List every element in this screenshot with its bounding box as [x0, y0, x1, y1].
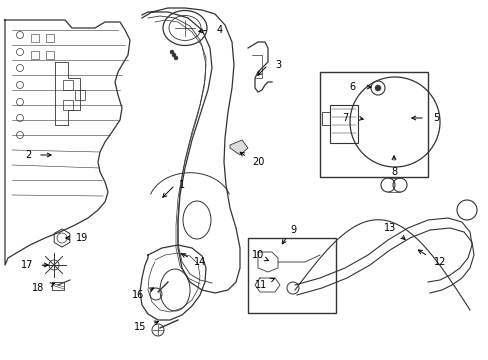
Text: 7: 7: [341, 113, 347, 123]
Text: 4: 4: [217, 25, 223, 35]
Text: 16: 16: [132, 290, 144, 300]
Bar: [319, 72, 427, 177]
Bar: [31, 51, 39, 59]
Circle shape: [374, 85, 380, 91]
Bar: [63, 100, 73, 110]
Text: 10: 10: [251, 250, 264, 260]
Circle shape: [172, 53, 176, 57]
Bar: [52, 282, 64, 290]
Text: 3: 3: [274, 60, 281, 70]
Text: 17: 17: [21, 260, 33, 270]
Bar: [329, 105, 357, 143]
Text: 19: 19: [76, 233, 88, 243]
Bar: [46, 51, 54, 59]
Text: 5: 5: [432, 113, 438, 123]
Bar: [63, 80, 73, 90]
Bar: [46, 34, 54, 42]
Circle shape: [170, 50, 174, 54]
Bar: [31, 34, 39, 42]
Text: 13: 13: [383, 223, 395, 233]
Text: 14: 14: [193, 257, 206, 267]
Text: 15: 15: [134, 322, 146, 332]
Text: 11: 11: [254, 280, 266, 290]
Text: 1: 1: [179, 180, 184, 190]
Text: 20: 20: [251, 157, 264, 167]
Bar: [75, 90, 85, 100]
Bar: [247, 238, 335, 313]
Text: 18: 18: [32, 283, 44, 293]
Polygon shape: [229, 140, 247, 155]
Text: 8: 8: [390, 167, 396, 177]
Text: 12: 12: [433, 257, 445, 267]
Text: 6: 6: [348, 82, 354, 92]
Text: 2: 2: [25, 150, 31, 160]
Text: 9: 9: [289, 225, 295, 235]
Circle shape: [174, 56, 178, 60]
